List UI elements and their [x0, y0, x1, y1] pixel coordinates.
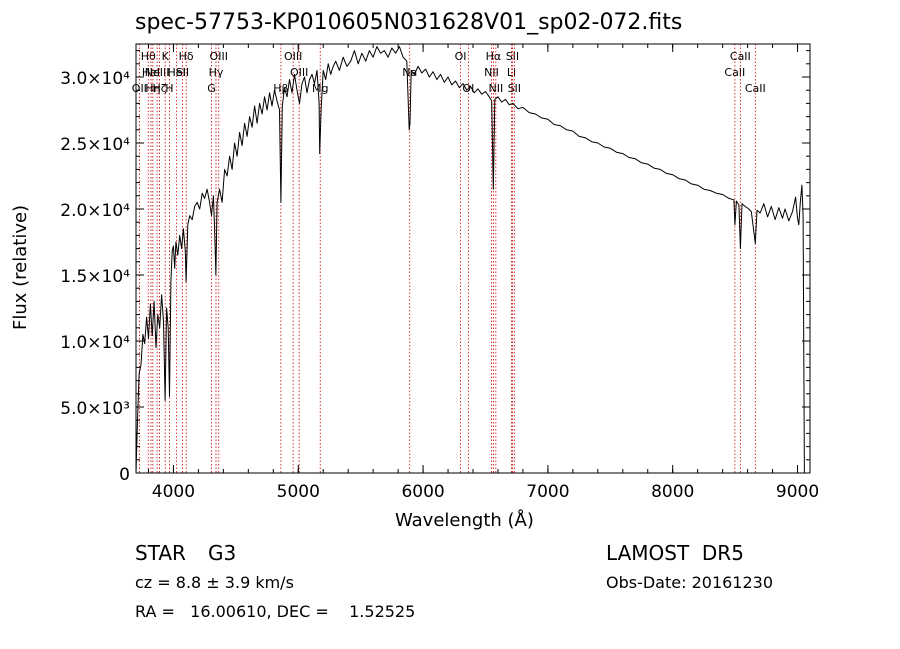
marker-label-23: NII	[488, 82, 503, 95]
x-tick-label-3: 7000	[526, 482, 569, 502]
marker-label-7: H	[165, 82, 173, 95]
y-tick-label-4: 2.0×10⁴	[60, 201, 130, 221]
marker-label-18: Na	[402, 66, 417, 79]
x-tick-label-2: 6000	[401, 482, 444, 502]
marker-label-11: G	[207, 82, 216, 95]
line-markers: OIIHθHeIHηNeIIIHζKHHeISIIHδGHγOIIIHβOIII…	[132, 44, 766, 473]
object-class: STAR	[135, 541, 186, 565]
marker-label-22: Hα	[486, 50, 502, 63]
redshift-readout: cz = 8.8 ± 3.9 km/s	[135, 573, 294, 592]
coordinates-readout: RA = 16.00610, DEC = 1.52525	[135, 602, 416, 621]
y-tick-label-0: 0	[119, 465, 130, 485]
marker-label-15: OIII	[284, 50, 302, 63]
marker-label-1: Hθ	[141, 50, 156, 63]
survey-label: LAMOST DR5	[606, 541, 744, 565]
marker-label-6: K	[162, 50, 170, 63]
marker-label-24: Li	[507, 66, 516, 79]
marker-label-8: HeI	[168, 66, 186, 79]
marker-label-21: NII	[484, 66, 499, 79]
x-tick-label-4: 8000	[651, 482, 694, 502]
marker-label-28: CaII	[730, 50, 751, 63]
y-tick-label-5: 2.5×10⁴	[60, 135, 130, 155]
marker-label-12: Hγ	[209, 66, 224, 79]
marker-label-25: SII	[506, 50, 519, 63]
object-subclass: G3	[208, 541, 237, 565]
marker-label-27: CaII	[724, 66, 745, 79]
marker-label-29: CaII	[745, 82, 766, 95]
marker-label-2: HeI	[142, 66, 160, 79]
marker-label-10: Hδ	[179, 50, 194, 63]
obs-date: Obs-Date: 20161230	[606, 573, 774, 592]
marker-label-9: SII	[176, 66, 189, 79]
chart-title: spec-57753-KP010605N031628V01_sp02-072.f…	[135, 10, 683, 35]
marker-label-26: SII	[508, 82, 521, 95]
x-axis-label: Wavelength (Å)	[395, 510, 534, 531]
x-tick-label-5: 9000	[776, 482, 819, 502]
marker-label-5: Hζ	[152, 82, 166, 95]
plot-frame	[135, 43, 811, 474]
spectrum-line	[135, 46, 805, 474]
x-tick-label-1: 5000	[277, 482, 320, 502]
y-tick-label-6: 3.0×10⁴	[60, 69, 130, 89]
marker-label-19: OI	[455, 50, 467, 63]
x-tick-label-0: 4000	[152, 482, 195, 502]
marker-label-4: NeIII	[145, 66, 170, 79]
axes: 4000 5000 6000 7000 8000 9000 0 5.0×10³ 1.0×10⁴ 1…	[60, 44, 819, 502]
marker-label-14: Hβ	[273, 82, 288, 95]
marker-label-3: Hη	[145, 82, 160, 95]
y-tick-label-1: 5.0×10³	[60, 399, 130, 419]
marker-label-13: OIII	[210, 50, 228, 63]
y-tick-label-3: 1.5×10⁴	[60, 267, 130, 287]
y-tick-label-2: 1.0×10⁴	[60, 333, 130, 353]
marker-label-17: Mg	[312, 82, 328, 95]
marker-label-16: OIII	[290, 66, 308, 79]
